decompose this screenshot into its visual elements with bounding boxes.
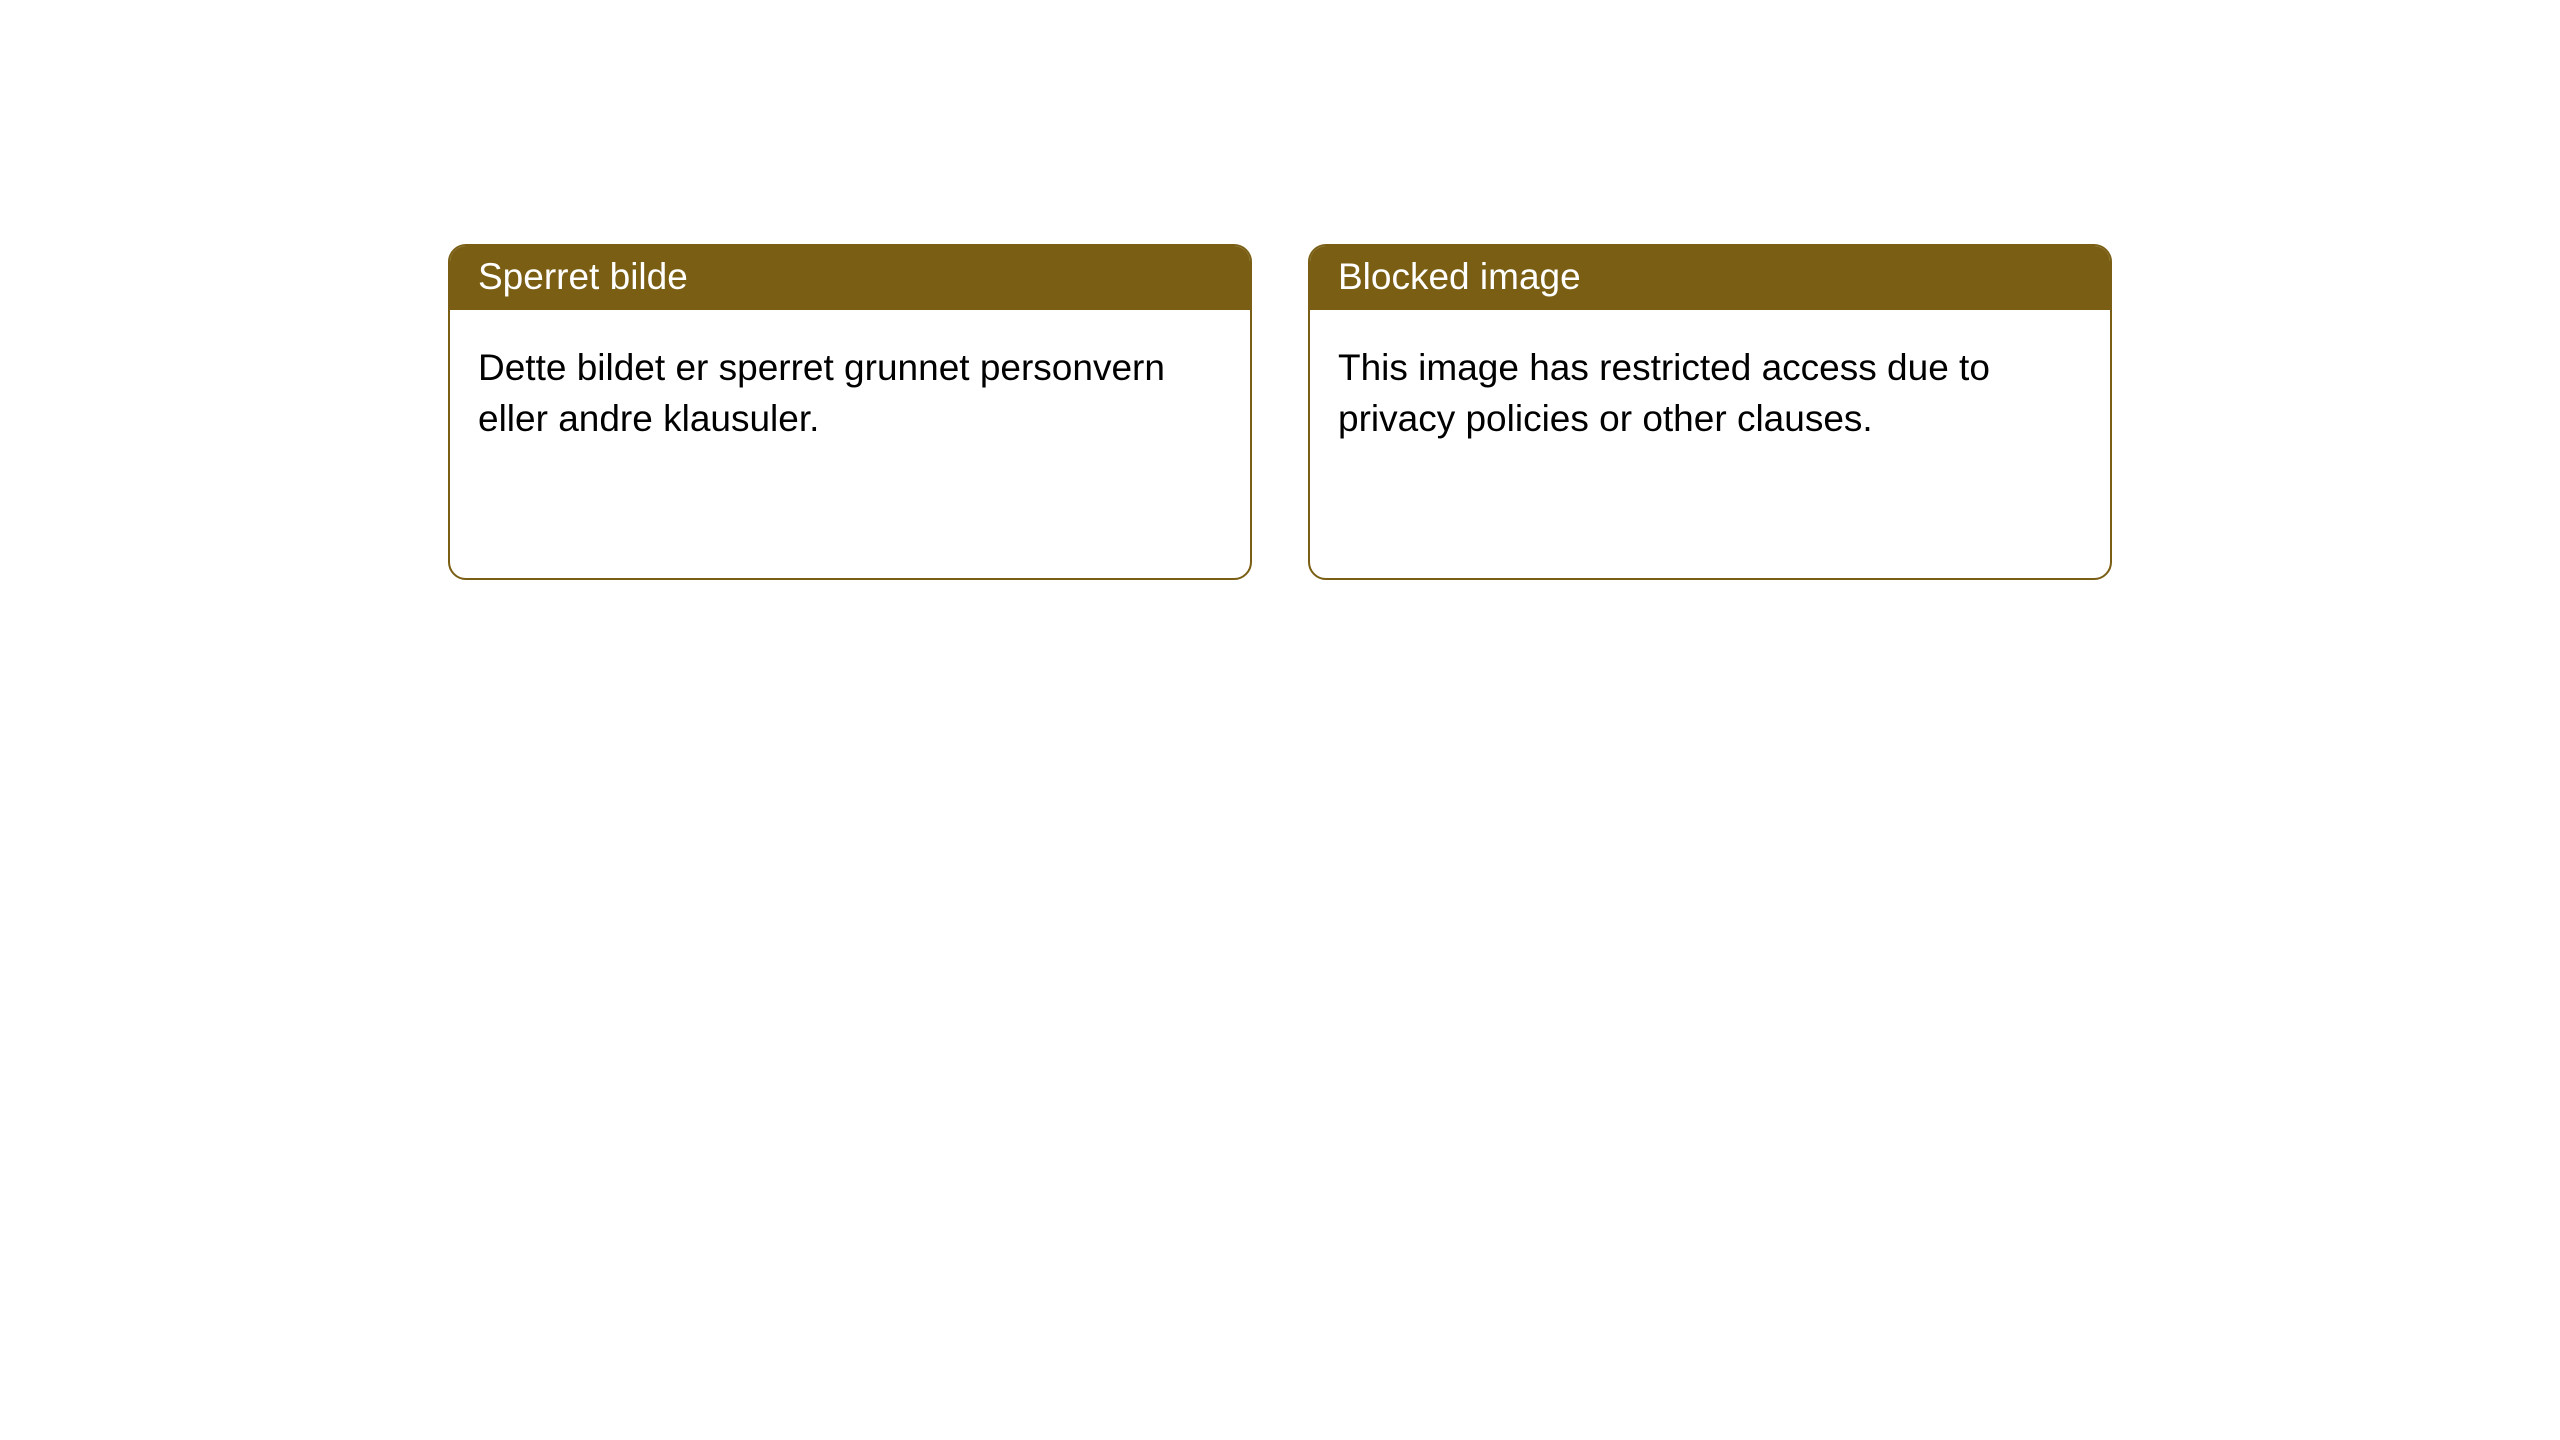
- card-english: Blocked image This image has restricted …: [1308, 244, 2112, 580]
- card-title-norwegian: Sperret bilde: [450, 246, 1250, 310]
- card-norwegian: Sperret bilde Dette bildet er sperret gr…: [448, 244, 1252, 580]
- card-body-english: This image has restricted access due to …: [1310, 310, 2110, 476]
- card-body-norwegian: Dette bildet er sperret grunnet personve…: [450, 310, 1250, 476]
- cards-container: Sperret bilde Dette bildet er sperret gr…: [0, 0, 2560, 580]
- card-title-english: Blocked image: [1310, 246, 2110, 310]
